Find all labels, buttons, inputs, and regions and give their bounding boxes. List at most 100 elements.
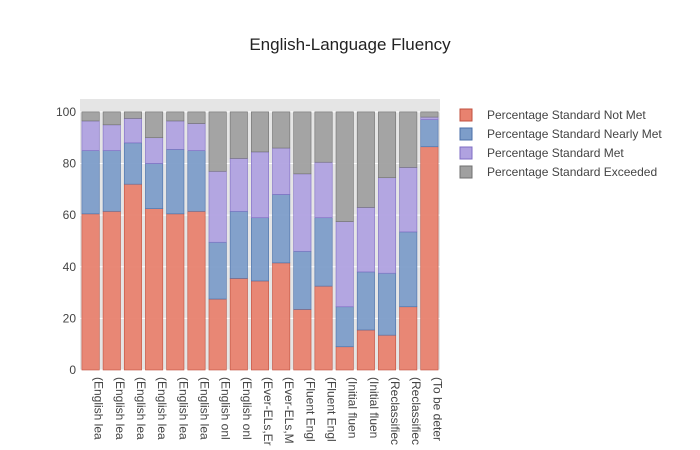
bar-segment[interactable]	[378, 272, 397, 336]
bar-segment[interactable]	[81, 213, 100, 371]
legend-label: Percentage Standard Not Met	[487, 108, 646, 122]
y-tick-label: 20	[63, 311, 77, 325]
bar-segment[interactable]	[399, 167, 418, 233]
bar-segment[interactable]	[208, 298, 227, 371]
bar-segment[interactable]	[420, 111, 439, 118]
y-tick-label: 80	[63, 157, 77, 171]
bar-segment[interactable]	[420, 116, 439, 120]
bar-segment[interactable]	[272, 194, 291, 264]
bar-segment[interactable]	[102, 124, 121, 151]
bar-segment[interactable]	[81, 111, 100, 122]
x-tick-label: (English lea	[197, 377, 211, 440]
x-tick-label: (To be deter	[430, 377, 444, 441]
bar-segment[interactable]	[335, 346, 354, 371]
bar-segment[interactable]	[356, 271, 375, 331]
legend-item[interactable]: Percentage Standard Exceeded	[459, 165, 657, 179]
bar-segment[interactable]	[251, 280, 269, 371]
bar-segment[interactable]	[293, 250, 312, 310]
legend-item[interactable]: Percentage Standard Nearly Met	[459, 127, 662, 141]
bar-segment[interactable]	[356, 111, 375, 208]
bar-segment[interactable]	[335, 111, 354, 222]
bar-segment[interactable]	[314, 111, 333, 163]
x-tick-label: (Fluent Engl	[303, 377, 317, 442]
bar-segment[interactable]	[166, 149, 185, 215]
bar-segment[interactable]	[145, 163, 164, 209]
x-axis: (English lea (English lea (English lea (Eng…	[92, 377, 445, 446]
y-axis: 0 20 40 60 80 100	[56, 105, 76, 377]
bar-segment[interactable]	[378, 111, 397, 179]
bar-segment[interactable]	[145, 208, 164, 371]
legend-swatch	[459, 127, 473, 141]
bar-segment[interactable]	[229, 278, 248, 371]
bar-segment[interactable]	[356, 329, 375, 371]
bar-segment[interactable]	[272, 111, 291, 149]
x-tick-label: (Initial fluen	[346, 377, 360, 438]
bars	[81, 111, 439, 371]
bar-segment[interactable]	[420, 146, 439, 371]
bar-segment[interactable]	[272, 147, 291, 195]
bar-segment[interactable]	[123, 118, 142, 144]
legend[interactable]: Percentage Standard Not Met Percentage St…	[459, 108, 662, 179]
bar-segment[interactable]	[102, 210, 121, 371]
bar-segment[interactable]	[293, 111, 312, 175]
legend-item[interactable]: Percentage Standard Met	[459, 146, 624, 160]
bar-segment[interactable]	[208, 170, 227, 243]
x-tick-label: (Reclassifiec	[409, 377, 423, 445]
bar-segment[interactable]	[251, 111, 269, 153]
bar-segment[interactable]	[208, 111, 227, 172]
legend-swatch	[459, 165, 473, 179]
bar-segment[interactable]	[335, 221, 354, 308]
bar-segment[interactable]	[335, 306, 354, 348]
bar-segment[interactable]	[145, 111, 164, 139]
bar-segment[interactable]	[314, 161, 333, 219]
bar-segment[interactable]	[166, 111, 185, 122]
bar-segment[interactable]	[251, 151, 269, 219]
x-tick-label: (Ever-ELs,Er	[261, 377, 275, 446]
bar-segment[interactable]	[420, 119, 439, 148]
x-tick-label: (English lea	[92, 377, 106, 440]
y-tick-label: 100	[56, 105, 76, 119]
bar-segment[interactable]	[378, 177, 397, 274]
legend-swatch	[459, 146, 473, 160]
y-tick-label: 40	[63, 260, 77, 274]
bar-segment[interactable]	[399, 231, 418, 308]
bar-segment[interactable]	[399, 111, 418, 168]
bar-segment[interactable]	[123, 183, 142, 371]
y-tick-label: 0	[69, 363, 76, 377]
bar-segment[interactable]	[102, 111, 121, 126]
bar-segment[interactable]	[293, 309, 312, 371]
bar-segment[interactable]	[208, 241, 227, 300]
bar-segment[interactable]	[81, 150, 100, 215]
x-tick-label: (Initial fluen	[367, 377, 381, 438]
bar-segment[interactable]	[272, 262, 291, 371]
x-tick-label: (English lea	[113, 377, 127, 440]
bar-segment[interactable]	[187, 150, 206, 212]
bar-segment[interactable]	[166, 120, 185, 150]
bar-segment[interactable]	[293, 173, 312, 252]
bar-segment[interactable]	[123, 111, 142, 119]
x-tick-label: (English lea	[134, 377, 148, 440]
bar-segment[interactable]	[166, 213, 185, 371]
x-tick-label: (Ever-ELs,M	[282, 377, 296, 444]
bar-segment[interactable]	[102, 150, 121, 212]
bar-segment[interactable]	[314, 285, 333, 371]
legend-item[interactable]: Percentage Standard Not Met	[459, 108, 646, 122]
bar-segment[interactable]	[229, 111, 248, 159]
bar-segment[interactable]	[81, 120, 100, 151]
bar-segment[interactable]	[145, 137, 164, 164]
bar-segment[interactable]	[123, 142, 142, 185]
bar-segment[interactable]	[229, 158, 248, 212]
x-tick-label: (English lea	[176, 377, 190, 440]
bar-segment[interactable]	[399, 306, 418, 371]
bar-segment[interactable]	[251, 217, 269, 282]
bar-segment[interactable]	[314, 217, 333, 287]
bar-segment[interactable]	[378, 334, 397, 371]
bar-segment[interactable]	[187, 123, 206, 151]
x-tick-label: (English onl	[219, 377, 233, 440]
bar-segment[interactable]	[356, 207, 375, 273]
bar-segment[interactable]	[229, 210, 248, 279]
bar-segment[interactable]	[187, 111, 206, 124]
bar-segment[interactable]	[187, 210, 206, 371]
chart-title: English-Language Fluency	[249, 35, 451, 54]
